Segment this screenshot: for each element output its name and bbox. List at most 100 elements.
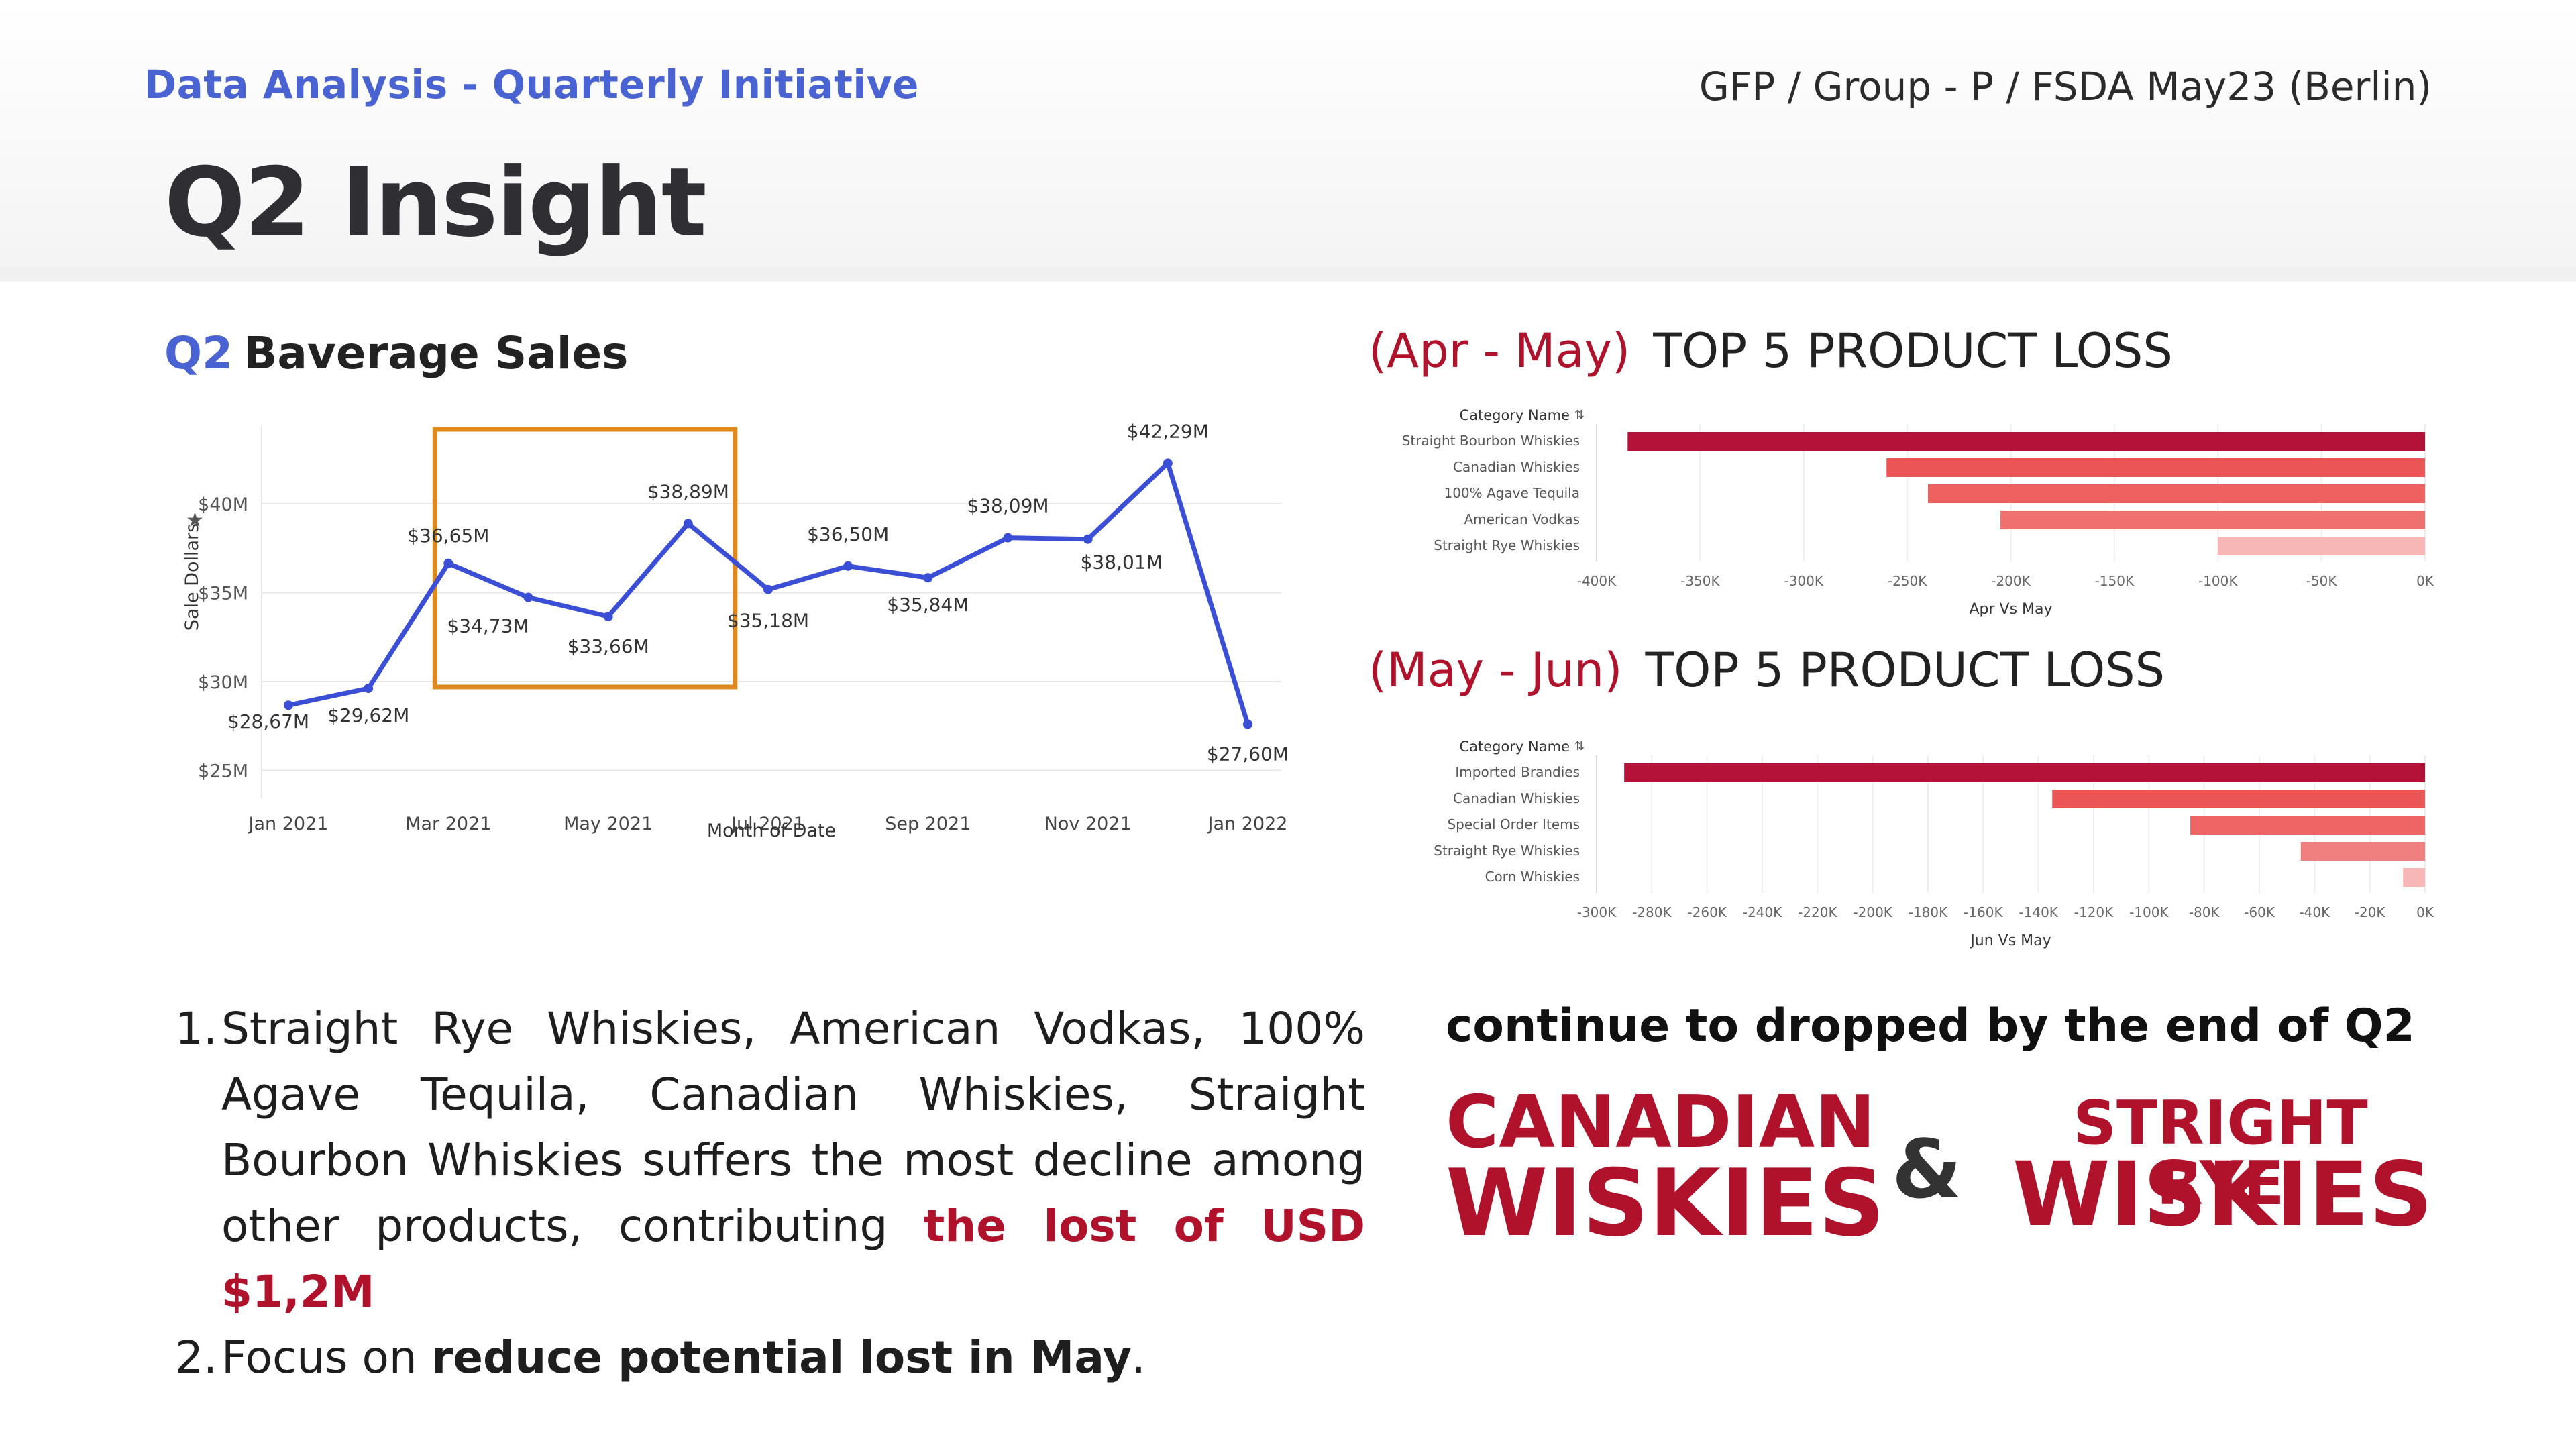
x-tick-label: Jul 2021 — [730, 814, 805, 835]
loss-bar — [1928, 484, 2425, 503]
loss-bar — [2052, 790, 2425, 808]
y-axis-title: Category Name — [1459, 407, 1570, 423]
header-subtitle-right: GFP / Group - P / FSDA May23 (Berlin) — [1699, 64, 2432, 109]
header-band — [0, 0, 2576, 282]
may-jun-title: TOP 5 PRODUCT LOSS — [1645, 643, 2165, 698]
x-tick-label: -200K — [1853, 904, 1892, 920]
loss-bar — [2403, 868, 2425, 887]
x-tick-label: Jan 2022 — [1207, 814, 1288, 835]
data-point — [763, 584, 773, 594]
x-tick-label: -80K — [2189, 904, 2220, 920]
x-tick-label: -250K — [1888, 573, 1927, 589]
x-tick-label: 0K — [2416, 904, 2434, 920]
x-tick-label: Nov 2021 — [1044, 814, 1132, 835]
y-tick-label: $25M — [198, 761, 248, 782]
x-tick-label: -20K — [2355, 904, 2386, 920]
x-tick-label: -150K — [2095, 573, 2135, 589]
insight-item-2: 2. Focus on reduce potential lost in May… — [175, 1325, 1365, 1391]
category-label: Straight Rye Whiskies — [1434, 537, 1580, 553]
sort-icon: ⇅ — [1574, 739, 1585, 753]
callout-left-line1: CANADIAN — [1446, 1081, 1876, 1165]
may-jun-period: (May - Jun) — [1368, 643, 1623, 698]
x-tick-label: 0K — [2416, 573, 2434, 589]
data-point — [1243, 719, 1252, 729]
x-tick-label: -280K — [1632, 904, 1672, 920]
x-tick-label: -140K — [2019, 904, 2058, 920]
x-tick-label: -400K — [1577, 573, 1617, 589]
loss-bar — [2190, 816, 2425, 835]
x-tick-label: -100K — [2129, 904, 2169, 920]
callout-lead: continue to dropped by the end of Q2 — [1446, 1000, 2415, 1053]
loss-bar — [1624, 763, 2425, 782]
loss-bar — [1627, 432, 2425, 451]
insight-suffix-2: . — [1131, 1332, 1146, 1383]
x-tick-label: Mar 2021 — [405, 814, 491, 835]
data-label: $28,67M — [227, 710, 309, 733]
section-title-accent: Q2 — [164, 327, 233, 379]
apr-may-title: TOP 5 PRODUCT LOSS — [1653, 323, 2173, 378]
y-tick-label: $40M — [198, 494, 248, 515]
category-label: Imported Brandies — [1455, 764, 1580, 780]
data-label: $33,66M — [568, 635, 649, 657]
x-tick-label: -200K — [1991, 573, 2031, 589]
x-tick-label: -40K — [2299, 904, 2330, 920]
data-label: $34,73M — [447, 615, 529, 637]
data-label: $38,09M — [967, 495, 1049, 517]
callout-ampersand: & — [1892, 1124, 1962, 1217]
category-label: Corn Whiskies — [1485, 869, 1580, 885]
x-tick-label: Jan 2021 — [248, 814, 329, 835]
insight-text-1: Straight Rye Whiskies, American Vodkas, … — [221, 1003, 1365, 1252]
x-tick-label: -240K — [1743, 904, 1782, 920]
data-point — [1003, 533, 1013, 543]
apr-may-heading: (Apr - May) TOP 5 PRODUCT LOSS — [1368, 323, 2173, 378]
page-title: Q2 Insight — [164, 148, 707, 258]
data-point — [364, 684, 374, 694]
insight-bold-2: reduce potential lost in May — [431, 1332, 1132, 1383]
data-label: $36,50M — [807, 523, 889, 545]
data-label: $42,29M — [1127, 420, 1209, 442]
highlight-box — [432, 427, 738, 690]
section-title-text: Baverage Sales — [244, 327, 629, 379]
pin-icon: ★ — [186, 508, 204, 532]
data-label: $38,89M — [647, 480, 729, 502]
loss-bar — [2300, 842, 2425, 861]
x-tick-label: -220K — [1798, 904, 1837, 920]
category-label: Canadian Whiskies — [1453, 459, 1580, 475]
data-point — [523, 592, 533, 602]
data-label: $27,60M — [1207, 743, 1289, 765]
data-point — [443, 558, 453, 568]
category-label: Special Order Items — [1447, 816, 1580, 833]
x-tick-label: -50K — [2306, 573, 2338, 589]
data-label: $29,62M — [327, 704, 409, 727]
category-label: American Vodkas — [1464, 511, 1580, 527]
data-point — [603, 612, 613, 622]
category-label: Straight Rye Whiskies — [1434, 843, 1580, 859]
x-tick-label: -260K — [1687, 904, 1727, 920]
data-label: $35,84M — [887, 594, 969, 616]
may-jun-loss-bar-chart: -300K -280K -260K -240K -220K -200K -180K -160K… — [1434, 739, 2434, 949]
data-label: $35,18M — [727, 610, 809, 632]
insight-item-1: 1. Straight Rye Whiskies, American Vodka… — [175, 996, 1365, 1325]
data-point — [284, 700, 293, 710]
data-point — [843, 561, 853, 571]
apr-may-period: (Apr - May) — [1368, 323, 1631, 378]
x-axis-title: Apr Vs May — [1969, 601, 2052, 618]
x-tick-label: -100K — [2198, 573, 2238, 589]
callout-right-line1: STRIGHT RYE — [2073, 1088, 2368, 1219]
category-label: Straight Bourbon Whiskies — [1402, 433, 1580, 449]
x-tick-label: -60K — [2244, 904, 2275, 920]
callout-left-line2: WISKIES — [1446, 1149, 1885, 1257]
y-axis-title: Category Name — [1459, 739, 1570, 755]
category-label: Canadian Whiskies — [1453, 790, 1580, 806]
callout-right-line2: WISKIES — [2012, 1143, 2433, 1246]
x-tick-label: Sep 2021 — [885, 814, 971, 835]
y-axis-title: Sale Dollars — [182, 523, 203, 631]
loss-bar — [2000, 511, 2425, 529]
insight-number-2: 2. — [175, 1332, 217, 1383]
category-label: 100% Agave Tequila — [1444, 485, 1580, 501]
may-jun-heading: (May - Jun) TOP 5 PRODUCT LOSS — [1368, 643, 2165, 698]
x-axis-title: Jun Vs May — [1969, 932, 2051, 949]
sort-icon: ⇅ — [1574, 408, 1585, 422]
loss-bar — [2218, 537, 2425, 555]
y-tick-label: $30M — [198, 672, 248, 693]
